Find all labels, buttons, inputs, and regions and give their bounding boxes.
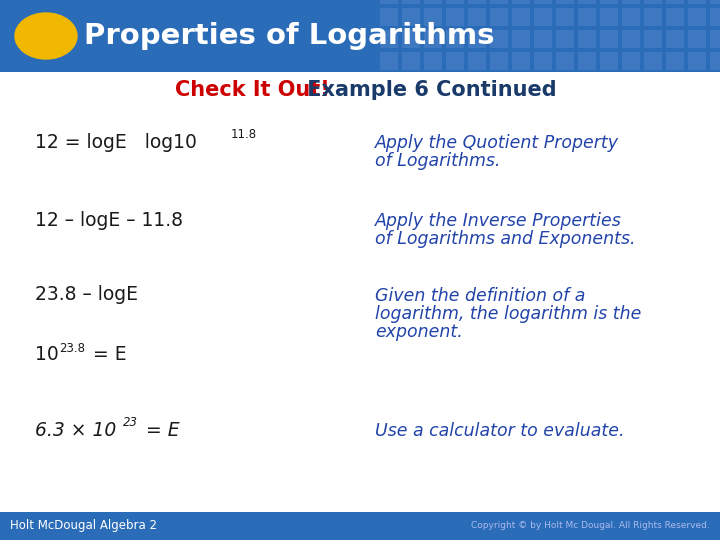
Bar bbox=[380, 8, 398, 26]
Bar bbox=[688, 0, 706, 4]
Bar bbox=[710, 0, 720, 4]
Text: 23: 23 bbox=[123, 416, 138, 429]
Text: = E: = E bbox=[87, 346, 127, 365]
Text: of Logarithms.: of Logarithms. bbox=[375, 152, 500, 170]
Bar bbox=[644, 30, 662, 48]
Bar bbox=[468, 52, 486, 70]
Bar bbox=[644, 8, 662, 26]
Bar bbox=[710, 8, 720, 26]
Bar bbox=[490, 30, 508, 48]
Text: Holt McDougal Algebra 2: Holt McDougal Algebra 2 bbox=[10, 519, 157, 532]
Bar bbox=[534, 30, 552, 48]
Text: Copyright © by Holt Mc Dougal. All Rights Reserved.: Copyright © by Holt Mc Dougal. All Right… bbox=[472, 522, 710, 530]
Bar bbox=[644, 52, 662, 70]
Bar bbox=[468, 8, 486, 26]
Text: 10: 10 bbox=[35, 346, 59, 365]
Bar bbox=[578, 52, 596, 70]
Bar bbox=[534, 52, 552, 70]
Bar bbox=[446, 8, 464, 26]
Bar bbox=[600, 52, 618, 70]
Bar bbox=[0, 512, 720, 540]
Bar bbox=[468, 30, 486, 48]
Text: Properties of Logarithms: Properties of Logarithms bbox=[84, 22, 495, 50]
Bar bbox=[688, 30, 706, 48]
Bar bbox=[622, 8, 640, 26]
Bar bbox=[578, 30, 596, 48]
Bar bbox=[600, 30, 618, 48]
Bar bbox=[688, 8, 706, 26]
Text: of Logarithms and Exponents.: of Logarithms and Exponents. bbox=[375, 230, 636, 248]
Text: 23.8: 23.8 bbox=[59, 341, 85, 354]
Bar bbox=[666, 0, 684, 4]
Text: Check It Out!: Check It Out! bbox=[175, 80, 330, 100]
Text: Use a calculator to evaluate.: Use a calculator to evaluate. bbox=[375, 422, 624, 440]
Text: 11.8: 11.8 bbox=[231, 127, 257, 140]
Bar bbox=[424, 8, 442, 26]
Bar bbox=[578, 0, 596, 4]
Bar bbox=[490, 8, 508, 26]
Bar bbox=[622, 30, 640, 48]
Bar bbox=[710, 30, 720, 48]
Bar bbox=[0, 72, 720, 512]
Bar bbox=[402, 52, 420, 70]
Bar bbox=[402, 8, 420, 26]
Bar bbox=[424, 30, 442, 48]
Bar bbox=[424, 0, 442, 4]
Bar bbox=[512, 30, 530, 48]
Text: exponent.: exponent. bbox=[375, 323, 463, 341]
Bar bbox=[688, 52, 706, 70]
Bar bbox=[556, 30, 574, 48]
Ellipse shape bbox=[15, 13, 77, 59]
Bar bbox=[622, 0, 640, 4]
Bar bbox=[446, 52, 464, 70]
Bar bbox=[556, 52, 574, 70]
Bar bbox=[600, 0, 618, 4]
Bar bbox=[512, 0, 530, 4]
Bar bbox=[424, 52, 442, 70]
Bar bbox=[710, 52, 720, 70]
Bar bbox=[578, 8, 596, 26]
Bar bbox=[380, 52, 398, 70]
Bar bbox=[0, 0, 720, 72]
Bar bbox=[402, 0, 420, 4]
Bar bbox=[380, 0, 398, 4]
Bar bbox=[490, 52, 508, 70]
Bar bbox=[556, 0, 574, 4]
Bar bbox=[622, 52, 640, 70]
Bar bbox=[512, 8, 530, 26]
Bar bbox=[512, 52, 530, 70]
Text: Apply the Inverse Properties: Apply the Inverse Properties bbox=[375, 212, 622, 230]
Text: = E: = E bbox=[140, 421, 179, 440]
Text: 6.3 × 10: 6.3 × 10 bbox=[35, 421, 116, 440]
Bar bbox=[534, 0, 552, 4]
Bar bbox=[446, 0, 464, 4]
Bar bbox=[380, 30, 398, 48]
Bar bbox=[644, 0, 662, 4]
Bar bbox=[534, 8, 552, 26]
Bar bbox=[666, 30, 684, 48]
Bar bbox=[468, 0, 486, 4]
Text: logarithm, the logarithm is the: logarithm, the logarithm is the bbox=[375, 305, 642, 323]
Bar bbox=[666, 8, 684, 26]
Text: 12 = logE   log10: 12 = logE log10 bbox=[35, 132, 197, 152]
Text: Apply the Quotient Property: Apply the Quotient Property bbox=[375, 134, 619, 152]
Bar bbox=[666, 52, 684, 70]
Bar bbox=[402, 30, 420, 48]
Text: 12 – logE – 11.8: 12 – logE – 11.8 bbox=[35, 211, 183, 229]
Text: Given the definition of a: Given the definition of a bbox=[375, 287, 585, 305]
Bar bbox=[490, 0, 508, 4]
Text: Example 6 Continued: Example 6 Continued bbox=[300, 80, 557, 100]
Bar bbox=[556, 8, 574, 26]
Bar bbox=[446, 30, 464, 48]
Bar bbox=[600, 8, 618, 26]
Text: 23.8 – logE: 23.8 – logE bbox=[35, 286, 138, 305]
